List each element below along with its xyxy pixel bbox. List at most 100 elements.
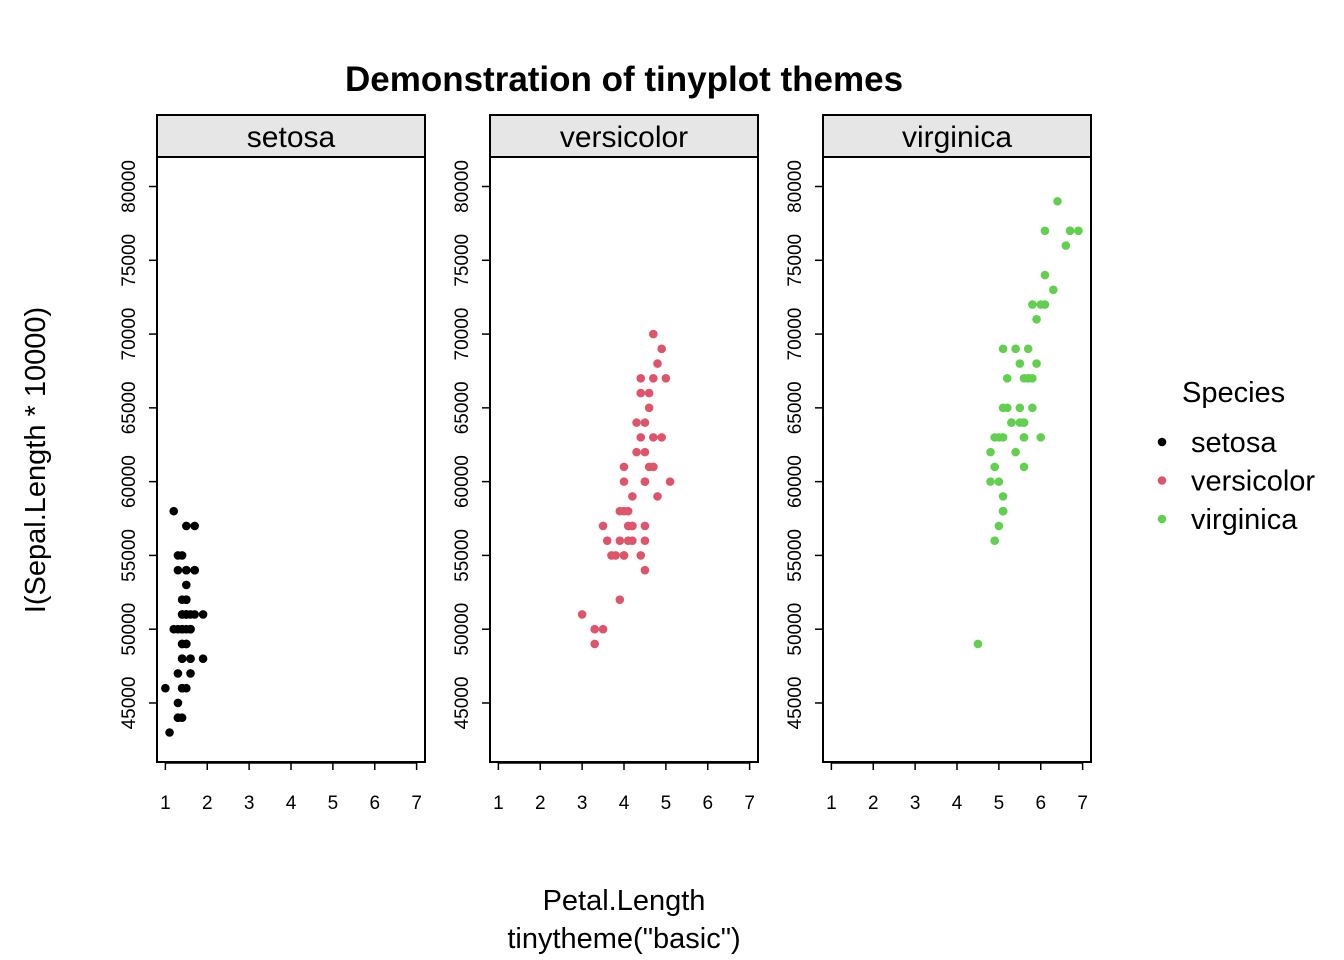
data-point-virginica bbox=[998, 506, 1008, 516]
x-axis-label: Petal.Length bbox=[543, 885, 706, 917]
data-point-setosa bbox=[190, 521, 199, 531]
facet-strip-label: virginica bbox=[902, 121, 1012, 154]
data-point-versicolor bbox=[632, 447, 641, 457]
y-tick-label: 50000 bbox=[452, 603, 473, 656]
data-point-setosa bbox=[173, 669, 183, 678]
data-point-versicolor bbox=[636, 388, 646, 398]
data-point-virginica bbox=[998, 492, 1008, 501]
data-point-versicolor bbox=[653, 359, 662, 368]
data-point-virginica bbox=[1061, 241, 1071, 250]
data-point-versicolor bbox=[619, 462, 629, 472]
data-point-setosa bbox=[173, 713, 183, 723]
data-point-versicolor bbox=[636, 433, 646, 442]
data-point-virginica bbox=[1015, 418, 1025, 427]
y-tick-label: 65000 bbox=[452, 381, 473, 434]
data-point-versicolor bbox=[598, 521, 608, 531]
plot-frame bbox=[489, 156, 759, 763]
data-point-versicolor bbox=[602, 536, 612, 545]
data-point-setosa bbox=[177, 683, 187, 693]
data-point-setosa bbox=[186, 654, 195, 664]
data-point-virginica bbox=[1032, 359, 1041, 368]
data-point-setosa bbox=[182, 565, 191, 575]
data-point-virginica bbox=[1036, 300, 1046, 309]
legend-marker-virginica bbox=[1157, 514, 1167, 524]
data-point-virginica bbox=[1007, 418, 1016, 427]
data-point-versicolor bbox=[640, 536, 650, 545]
y-tick-label: 45000 bbox=[785, 677, 806, 730]
x-tick-label: 4 bbox=[619, 793, 630, 814]
y-tick-label: 70000 bbox=[785, 308, 806, 361]
x-axis-sublabel: tinytheme("basic") bbox=[507, 923, 740, 955]
data-point-setosa bbox=[182, 595, 191, 604]
y-tick-label: 50000 bbox=[785, 603, 806, 656]
facet-panel-setosa: setosa 1 2 3 4 5 6 7 45000 50000 55000 60000 65000 70… bbox=[119, 114, 426, 814]
x-tick-label: 1 bbox=[826, 793, 837, 814]
data-point-virginica bbox=[1019, 433, 1029, 442]
data-point-setosa bbox=[198, 654, 208, 664]
x-tick-label: 5 bbox=[661, 793, 672, 814]
x-tick-label: 2 bbox=[202, 793, 213, 814]
y-tick-label: 45000 bbox=[452, 677, 473, 730]
data-point-versicolor bbox=[644, 403, 654, 413]
data-point-virginica bbox=[998, 344, 1008, 354]
x-tick-label: 3 bbox=[577, 793, 588, 814]
x-tick-label: 3 bbox=[910, 793, 921, 814]
y-tick-label: 80000 bbox=[119, 160, 140, 213]
data-point-virginica bbox=[973, 639, 983, 649]
x-tick-label: 3 bbox=[244, 793, 255, 814]
data-point-setosa bbox=[186, 610, 195, 619]
facet-strip-label: versicolor bbox=[560, 121, 688, 154]
x-tick-label: 7 bbox=[1077, 793, 1088, 814]
y-tick-label: 50000 bbox=[119, 603, 140, 656]
data-point-versicolor bbox=[590, 639, 599, 649]
y-tick-label: 70000 bbox=[452, 308, 473, 361]
data-point-setosa bbox=[186, 624, 195, 634]
data-point-virginica bbox=[1040, 270, 1050, 280]
legend-label-versicolor: versicolor bbox=[1191, 466, 1315, 498]
data-point-versicolor bbox=[649, 433, 658, 442]
plot-frame bbox=[156, 156, 426, 763]
data-point-setosa bbox=[177, 639, 187, 649]
data-point-virginica bbox=[1015, 359, 1025, 368]
data-point-virginica bbox=[1053, 196, 1062, 206]
legend-label-setosa: setosa bbox=[1191, 427, 1277, 459]
data-point-versicolor bbox=[615, 536, 625, 545]
data-point-versicolor bbox=[615, 595, 625, 604]
data-point-virginica bbox=[1002, 403, 1012, 413]
data-point-versicolor bbox=[661, 374, 671, 383]
facet-panels: setosa 1 2 3 4 5 6 7 45000 50000 55000 60000 65000 70… bbox=[119, 114, 1092, 814]
x-tick-label: 6 bbox=[369, 793, 380, 814]
data-point-versicolor bbox=[640, 447, 650, 457]
data-point-versicolor bbox=[619, 477, 629, 486]
data-point-virginica bbox=[1028, 300, 1037, 309]
x-tick-label: 7 bbox=[744, 793, 755, 814]
y-tick-label: 60000 bbox=[785, 455, 806, 508]
facet-strip bbox=[489, 114, 759, 158]
data-point-virginica bbox=[1074, 226, 1083, 236]
data-point-virginica bbox=[1002, 374, 1012, 383]
data-point-versicolor bbox=[640, 521, 650, 531]
y-tick-label: 80000 bbox=[785, 160, 806, 213]
plot-frame bbox=[822, 156, 1092, 763]
data-point-versicolor bbox=[653, 492, 662, 501]
x-tick-label: 5 bbox=[328, 793, 339, 814]
data-point-versicolor bbox=[657, 433, 666, 442]
data-point-virginica bbox=[1023, 374, 1033, 383]
data-point-setosa bbox=[177, 624, 187, 634]
data-point-virginica bbox=[1019, 462, 1029, 472]
x-tick-label: 7 bbox=[411, 793, 422, 814]
data-point-virginica bbox=[1036, 433, 1046, 442]
data-point-versicolor bbox=[665, 477, 675, 486]
data-point-versicolor bbox=[598, 624, 608, 634]
y-axis-label: I(Sepal.Length * 10000) bbox=[20, 307, 52, 613]
data-point-virginica bbox=[1011, 344, 1020, 354]
x-tick-label: 4 bbox=[286, 793, 297, 814]
data-point-versicolor bbox=[590, 624, 599, 634]
y-tick-label: 45000 bbox=[119, 677, 140, 730]
legend-marker-setosa bbox=[1157, 437, 1167, 447]
data-point-versicolor bbox=[644, 388, 654, 398]
data-point-virginica bbox=[1028, 403, 1037, 413]
x-tick-label: 4 bbox=[952, 793, 963, 814]
x-tick-label: 1 bbox=[160, 793, 171, 814]
x-tick-label: 2 bbox=[535, 793, 546, 814]
